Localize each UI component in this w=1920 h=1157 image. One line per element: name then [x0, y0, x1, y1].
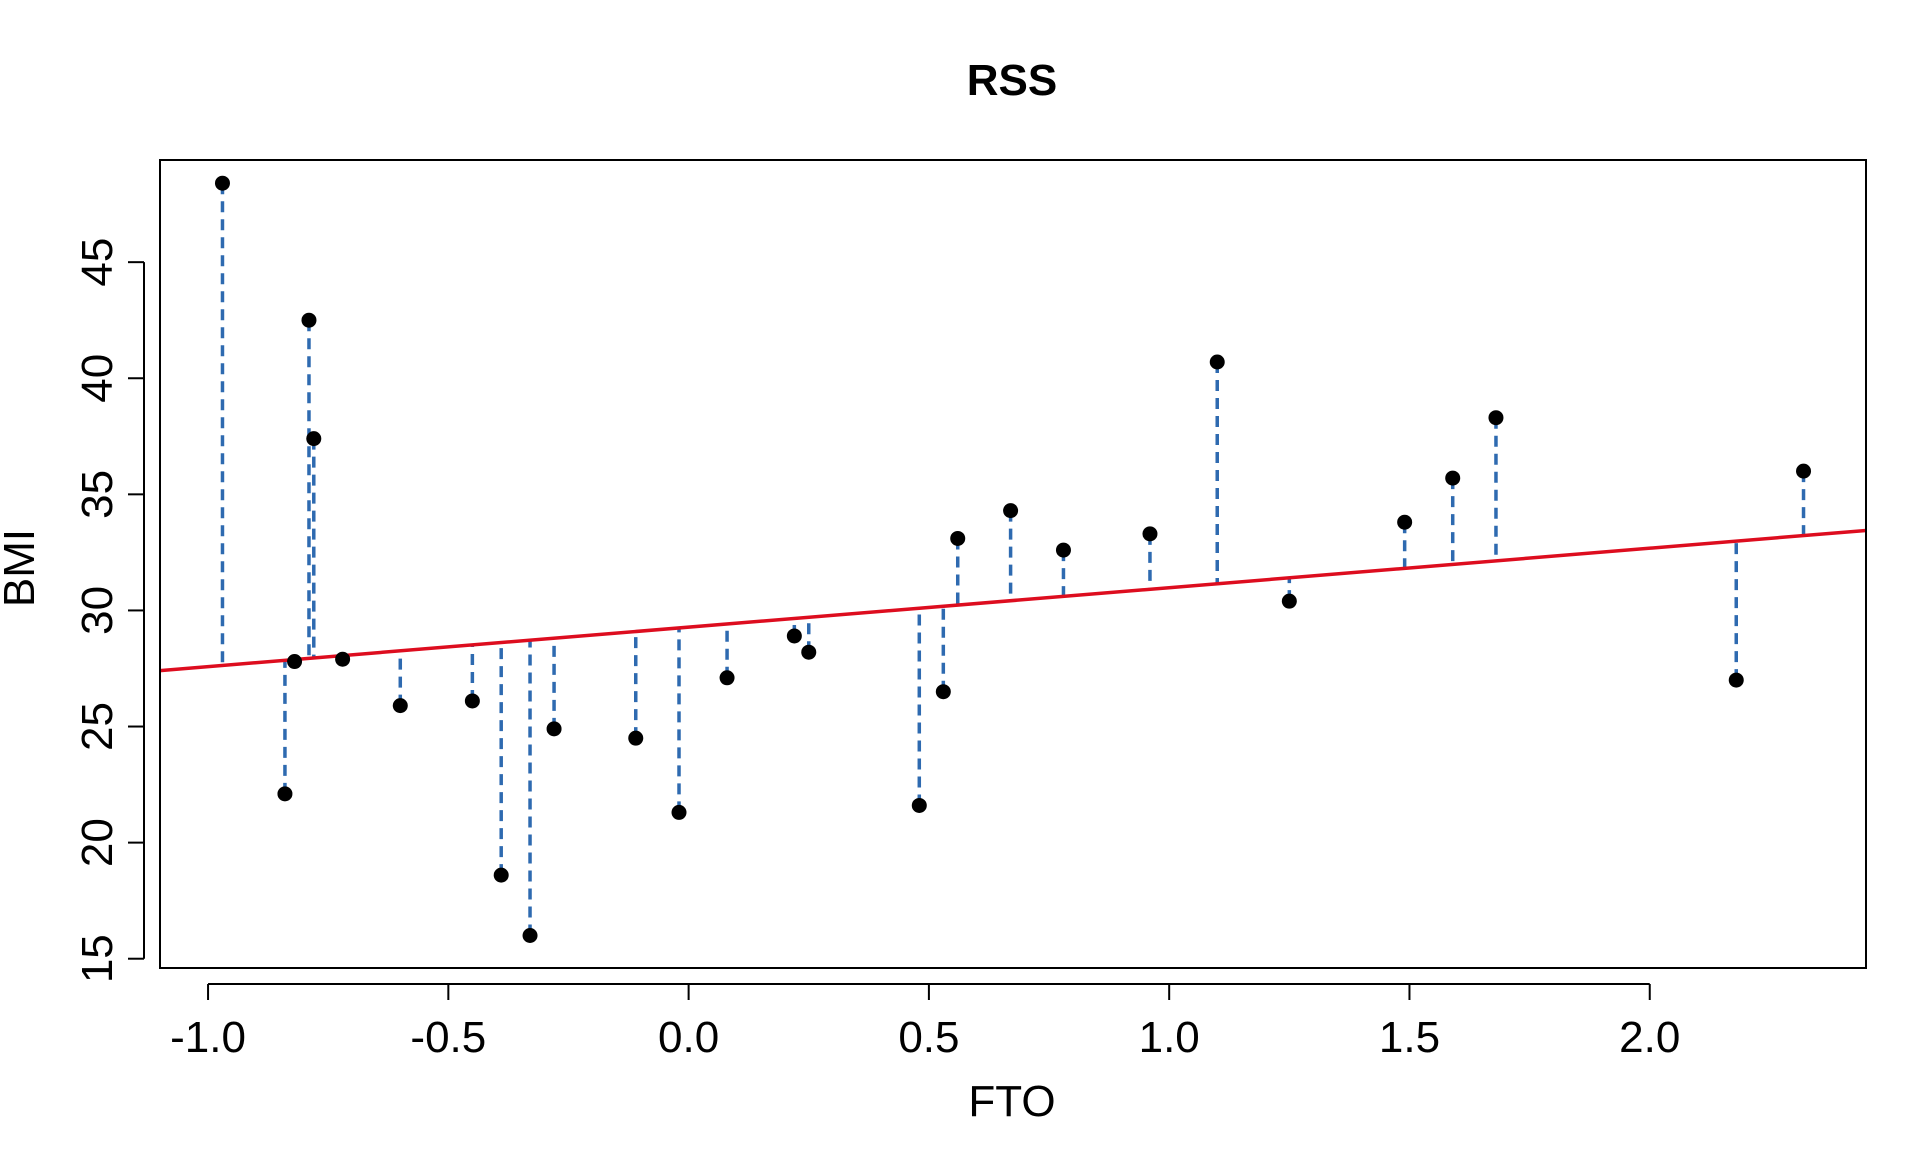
data-point: [464, 693, 480, 709]
x-tick-label: 2.0: [1619, 1013, 1680, 1062]
y-tick-label: 40: [73, 354, 122, 403]
data-point: [287, 654, 303, 670]
data-point: [546, 721, 562, 737]
x-axis-label: FTO: [968, 1077, 1055, 1126]
x-tick-label: 1.0: [1139, 1013, 1200, 1062]
x-tick-label: 0.0: [658, 1013, 719, 1062]
data-point: [719, 670, 735, 686]
data-point: [392, 698, 408, 714]
points-group: [214, 175, 1812, 943]
data-point: [801, 644, 817, 660]
data-point: [1209, 354, 1225, 370]
y-tick-label: 25: [73, 702, 122, 751]
y-tick-label: 30: [73, 586, 122, 635]
data-point: [1003, 503, 1019, 519]
data-point: [1445, 470, 1461, 486]
data-point: [911, 797, 927, 813]
data-point: [1055, 542, 1071, 558]
data-point: [301, 312, 317, 328]
data-point: [786, 628, 802, 644]
data-point: [1397, 514, 1413, 530]
data-point: [935, 684, 951, 700]
data-point: [1488, 410, 1504, 426]
data-point: [671, 804, 687, 820]
data-point: [1142, 526, 1158, 542]
data-point: [306, 431, 322, 447]
data-point: [335, 651, 351, 667]
y-tick-label: 45: [73, 238, 122, 287]
plot-frame: [159, 159, 1867, 969]
regression-group: [160, 528, 1866, 673]
x-tick-label: -1.0: [170, 1013, 246, 1062]
data-point: [277, 786, 293, 802]
data-point: [214, 175, 230, 191]
x-tick-label: 0.5: [898, 1013, 959, 1062]
y-tick-label: 15: [73, 934, 122, 983]
data-point: [493, 867, 509, 883]
chart-title: RSS: [967, 56, 1057, 105]
y-tick-label: 20: [73, 818, 122, 867]
data-point: [522, 927, 538, 943]
data-point: [1728, 672, 1744, 688]
data-point: [628, 730, 644, 746]
regression-line: [160, 528, 1866, 673]
plot-layer: -1.0 -0.5 0.0 0.5 1.0 1.5 2.0 15 20 25 30 35 40 45: [73, 175, 1866, 1062]
residuals-group: [220, 183, 1806, 936]
data-point: [1796, 463, 1812, 479]
y-tick-label: 35: [73, 470, 122, 519]
x-tick-label: 1.5: [1379, 1013, 1440, 1062]
y-axis-label: BMI: [0, 529, 44, 607]
data-point: [950, 530, 966, 546]
x-tick-label: -0.5: [410, 1013, 486, 1062]
data-point: [1281, 593, 1297, 609]
